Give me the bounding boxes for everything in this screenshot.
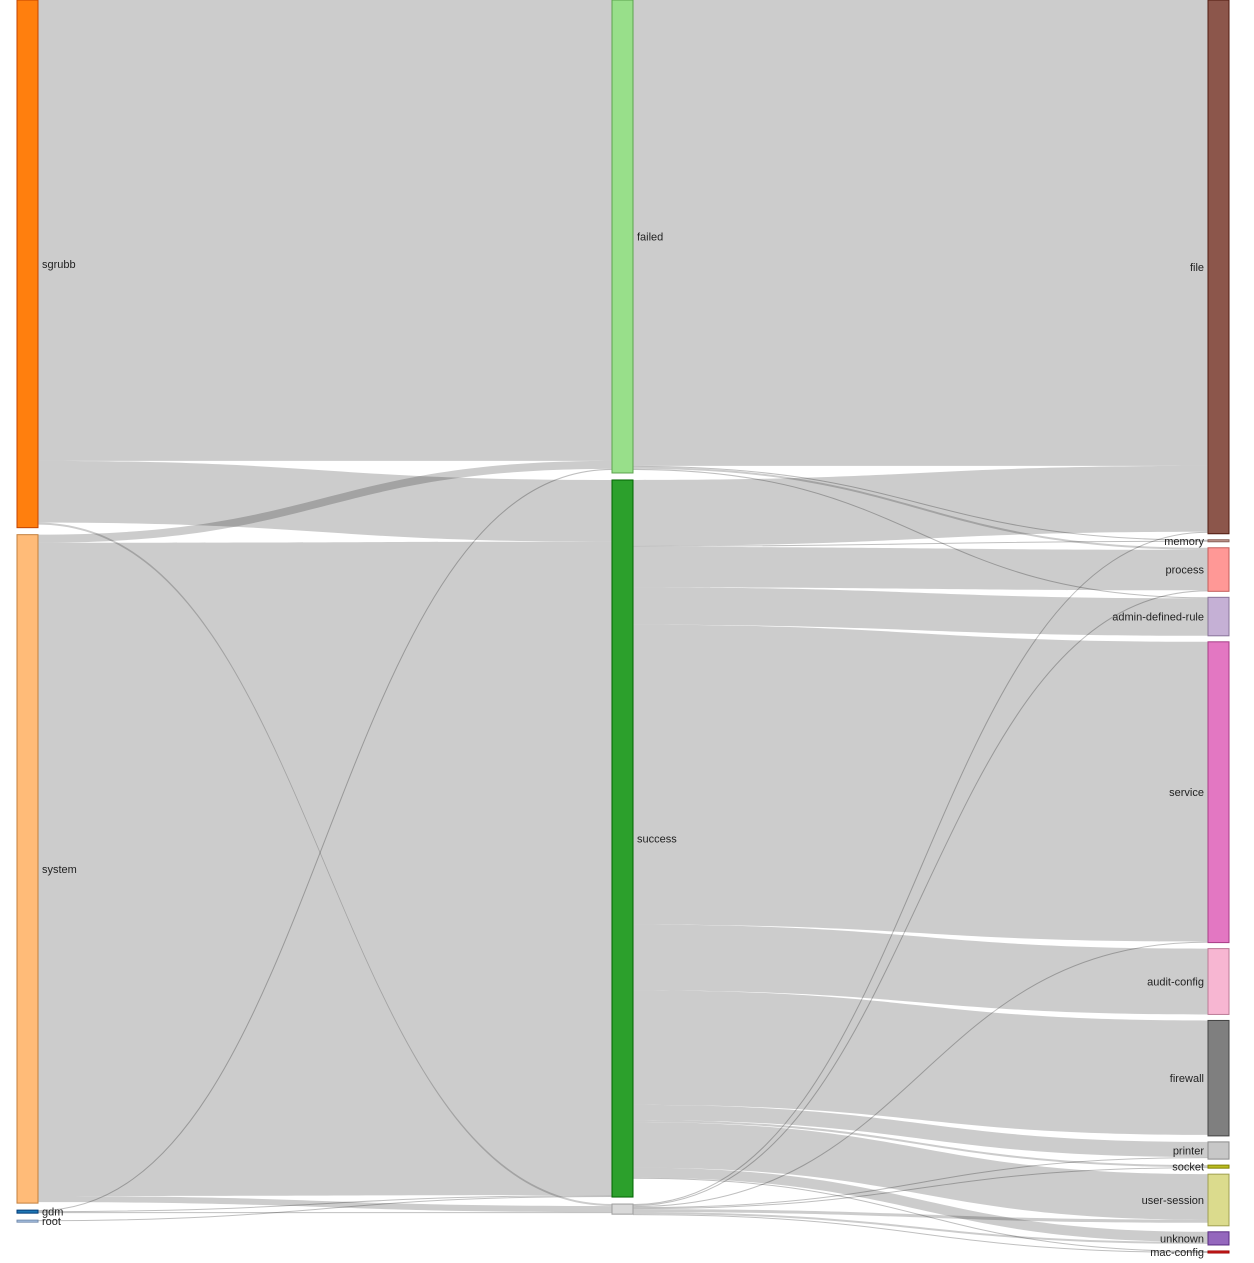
- node-unlabeled[interactable]: [611, 1203, 634, 1215]
- node-label-failed: failed: [637, 231, 663, 243]
- sankey-links: [37, 0, 1209, 1253]
- node-label-root: root: [42, 1216, 61, 1228]
- node-service[interactable]: [1207, 641, 1230, 944]
- node-sgrubb[interactable]: [16, 0, 39, 529]
- link-unlabeled-to-socket: [632, 1167, 1209, 1210]
- node-label-success: success: [637, 834, 677, 846]
- node-unknown[interactable]: [1207, 1231, 1230, 1246]
- node-label-admin-defined-rule: admin-defined-rule: [1112, 612, 1204, 624]
- link-unlabeled-to-printer: [632, 1157, 1209, 1209]
- link-failed-to-file: [633, 0, 1208, 466]
- link-sgrubb-to-failed: [38, 0, 612, 461]
- node-user-session[interactable]: [1207, 1173, 1230, 1227]
- link-success-to-unknown: [633, 1167, 1208, 1242]
- node-label-socket: socket: [1172, 1162, 1204, 1174]
- link-root-to-success: [37, 1196, 613, 1222]
- node-memory[interactable]: [1207, 539, 1230, 543]
- link-unlabeled-to-user-session: [633, 1209, 1208, 1223]
- link-sgrubb-to-unlabeled: [38, 522, 612, 1207]
- link-unlabeled-to-unknown: [633, 1212, 1208, 1244]
- link-success-to-firewall: [633, 990, 1208, 1135]
- link-unlabeled-to-process: [632, 590, 1209, 1207]
- link-success-to-socket: [633, 1120, 1208, 1168]
- node-label-sgrubb: sgrubb: [42, 259, 76, 271]
- node-system[interactable]: [16, 534, 39, 1204]
- node-mac-config[interactable]: [1207, 1250, 1230, 1254]
- link-success-to-admin-defined-rule: [633, 587, 1208, 636]
- node-label-unknown: unknown: [1160, 1233, 1204, 1245]
- node-printer[interactable]: [1207, 1141, 1230, 1160]
- link-success-to-service: [633, 624, 1208, 942]
- node-label-user-session: user-session: [1142, 1195, 1204, 1207]
- link-unlabeled-to-service: [632, 941, 1209, 1208]
- node-label-process: process: [1165, 565, 1204, 577]
- sankey-nodes: [16, 0, 1230, 1254]
- node-label-audit-config: audit-config: [1147, 977, 1204, 989]
- link-system-to-failed: [38, 460, 612, 543]
- node-gdm[interactable]: [16, 1209, 39, 1214]
- node-label-firewall: firewall: [1170, 1073, 1204, 1085]
- link-failed-to-admin-defined-rule: [632, 468, 1209, 599]
- node-firewall[interactable]: [1207, 1019, 1230, 1137]
- link-success-to-mac-config: [632, 1177, 1209, 1252]
- link-gdm-to-success: [37, 1195, 613, 1213]
- node-socket[interactable]: [1207, 1164, 1230, 1169]
- link-system-to-success: [38, 541, 612, 1197]
- link-success-to-file: [633, 465, 1208, 546]
- node-root[interactable]: [16, 1219, 39, 1223]
- node-success[interactable]: [611, 479, 634, 1198]
- link-system-to-unlabeled: [38, 1196, 612, 1213]
- link-failed-to-process: [633, 466, 1208, 550]
- link-success-to-process: [633, 546, 1208, 591]
- link-success-to-user-session: [633, 1122, 1208, 1220]
- node-label-file: file: [1190, 262, 1204, 274]
- link-failed-to-memory: [632, 465, 1209, 541]
- node-label-system: system: [42, 864, 77, 876]
- node-label-gdm: gdm: [42, 1207, 63, 1219]
- node-label-mac-config: mac-config: [1150, 1247, 1204, 1259]
- node-failed[interactable]: [611, 0, 634, 474]
- link-success-to-memory: [632, 540, 1209, 547]
- link-success-to-audit-config: [633, 924, 1208, 1015]
- node-file[interactable]: [1207, 0, 1230, 535]
- link-gdm-to-failed: [37, 468, 613, 1212]
- link-unlabeled-to-file: [632, 531, 1209, 1206]
- node-audit-config[interactable]: [1207, 948, 1230, 1015]
- node-label-memory: memory: [1164, 536, 1204, 548]
- link-unlabeled-to-mac-config: [632, 1214, 1209, 1253]
- node-label-service: service: [1169, 787, 1204, 799]
- link-sgrubb-to-success: [38, 460, 612, 542]
- node-label-printer: printer: [1173, 1146, 1205, 1158]
- node-process[interactable]: [1207, 547, 1230, 592]
- node-admin-defined-rule[interactable]: [1207, 596, 1230, 637]
- link-success-to-printer: [633, 1104, 1208, 1158]
